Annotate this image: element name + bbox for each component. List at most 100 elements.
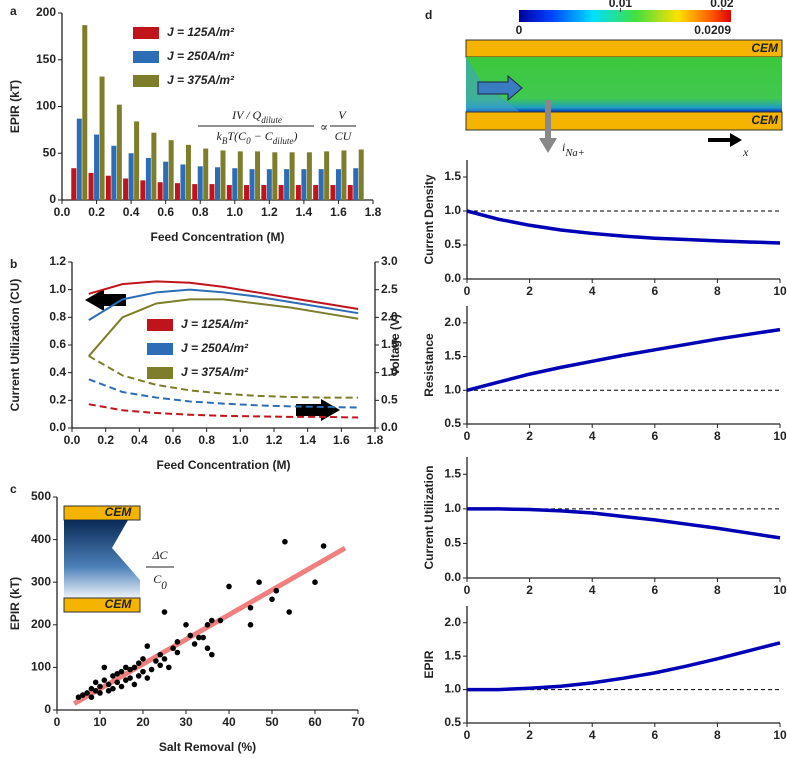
- point: [101, 664, 108, 671]
- y-tick-label: 0.5: [444, 237, 461, 251]
- x-tick-label: 4: [589, 583, 596, 597]
- bar: [249, 169, 255, 200]
- bar: [220, 150, 226, 200]
- x-tick-label: 1.6: [333, 433, 350, 447]
- arrows-b: [85, 289, 340, 421]
- y-tick-label: 200: [36, 5, 56, 19]
- point: [170, 645, 176, 652]
- y-tick-label: 400: [31, 532, 51, 546]
- bar: [111, 145, 117, 200]
- bar: [94, 134, 100, 200]
- bar: [318, 169, 324, 200]
- bar: [192, 184, 198, 200]
- y-axis-label: EPIR (kT): [8, 577, 22, 630]
- bar: [197, 166, 203, 200]
- x-tick-label: 60: [308, 715, 322, 729]
- left-arrow: [85, 289, 126, 311]
- y-tick-label: 100: [36, 99, 56, 113]
- x-tick-label: 6: [651, 728, 658, 742]
- bar: [295, 185, 301, 200]
- rhs-numerator: V: [338, 108, 347, 122]
- membrane-label: CEM: [105, 597, 133, 611]
- point: [161, 656, 168, 662]
- bar: [209, 184, 215, 200]
- bar: [71, 168, 77, 200]
- y-tick-label: 1.5: [444, 169, 461, 183]
- legend-label: J = 250A/m²: [181, 341, 249, 355]
- point: [282, 538, 288, 545]
- y-tick-label: 0.5: [444, 715, 461, 729]
- x-tick-label: 10: [773, 728, 787, 742]
- x-tick-label: 4: [589, 284, 596, 298]
- bar: [335, 169, 341, 200]
- bar: [105, 175, 111, 200]
- x-axis-label: Feed Concentration (M): [157, 458, 291, 472]
- point: [114, 679, 120, 686]
- fraction-numerator: ΔC: [151, 548, 168, 562]
- bar: [203, 148, 209, 200]
- point: [75, 694, 82, 701]
- point: [187, 632, 194, 639]
- math-text: iNa+: [562, 140, 585, 159]
- y2-tick-label: 3.0: [381, 254, 398, 268]
- y-tick-label: 1.5: [444, 466, 461, 480]
- x-tick-label: 1.8: [367, 433, 384, 447]
- panel-label: c: [10, 482, 17, 496]
- y-axis-label: EPIR: [422, 650, 436, 678]
- bar: [278, 185, 284, 200]
- bar: [174, 183, 180, 200]
- membrane: [63, 597, 141, 613]
- colorbar-max: 0.0209: [694, 23, 731, 37]
- legend-label: J = 125A/m²: [181, 317, 249, 331]
- legend-label: J = 250A/m²: [167, 49, 235, 63]
- y-tick-label: 0: [44, 702, 51, 716]
- bar: [99, 76, 105, 200]
- point: [123, 677, 129, 683]
- x-tick-label: 8: [714, 583, 721, 597]
- point: [196, 634, 202, 641]
- x-tick-label: 50: [265, 715, 279, 729]
- line: [466, 327, 781, 392]
- x-tick-label: 8: [714, 728, 721, 742]
- y-tick-label: 500: [31, 489, 51, 503]
- legend-swatch: [133, 51, 159, 63]
- y-tick-label: 0: [49, 192, 56, 206]
- x-tick-label: 0.6: [157, 205, 174, 219]
- x-tick-label: 8: [714, 284, 721, 298]
- bar: [116, 104, 122, 200]
- point: [97, 690, 103, 696]
- x-tick-label: 40: [222, 715, 236, 729]
- colorbar-tick-label: 0.01: [609, 0, 633, 10]
- bar: [272, 152, 278, 200]
- x-tick-label: 1.6: [330, 205, 347, 219]
- point: [110, 685, 116, 692]
- bar: [157, 182, 163, 200]
- inlet-field: [466, 57, 520, 112]
- bar: [123, 178, 129, 200]
- point: [92, 688, 99, 694]
- bar: [88, 172, 94, 200]
- point: [80, 692, 86, 698]
- x-tick-label: 1.4: [296, 205, 313, 219]
- diagram-d: [465, 10, 783, 153]
- point: [127, 666, 133, 673]
- y-tick-label: 150: [36, 52, 56, 66]
- colorbar-min: 0: [516, 23, 523, 37]
- x-tick-label: 8: [714, 429, 721, 443]
- x-tick-label: 2: [526, 284, 533, 298]
- line: [88, 288, 359, 321]
- x-tick-label: 10: [93, 715, 107, 729]
- point: [273, 587, 280, 594]
- y2-axis-label: Voltage (V): [388, 314, 402, 376]
- x-tick-label: 0.2: [88, 205, 105, 219]
- x-tick-label: 0: [54, 715, 61, 729]
- point: [127, 675, 133, 681]
- colorbar: [519, 10, 731, 22]
- x-tick-label: 0.4: [131, 433, 148, 447]
- x-tick-label: 1.2: [261, 205, 278, 219]
- bar: [306, 152, 312, 200]
- y-axis-label: Current Utilization (CU): [8, 279, 22, 412]
- point: [135, 673, 142, 679]
- membrane-label: CEM: [751, 113, 779, 127]
- math-part: T(C: [227, 129, 247, 143]
